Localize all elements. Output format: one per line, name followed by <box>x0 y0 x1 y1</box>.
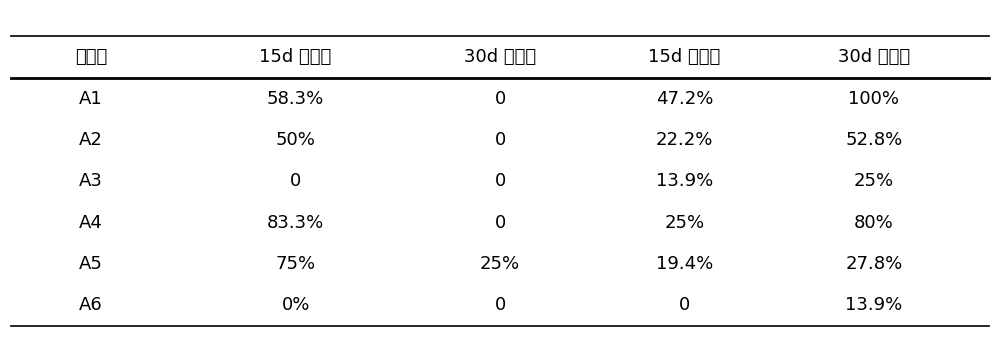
Text: 0: 0 <box>494 172 506 190</box>
Text: 50%: 50% <box>276 131 316 149</box>
Text: A5: A5 <box>79 255 103 273</box>
Text: 80%: 80% <box>854 214 894 232</box>
Text: 19.4%: 19.4% <box>656 255 713 273</box>
Text: 25%: 25% <box>854 172 894 190</box>
Text: 15d 萌发率: 15d 萌发率 <box>259 49 332 66</box>
Text: 0%: 0% <box>281 296 310 314</box>
Text: 0: 0 <box>290 172 301 190</box>
Text: A3: A3 <box>79 172 103 190</box>
Text: 0: 0 <box>494 296 506 314</box>
Text: A1: A1 <box>79 90 103 108</box>
Text: 15d 污染率: 15d 污染率 <box>648 49 721 66</box>
Text: 30d 污染率: 30d 污染率 <box>838 49 910 66</box>
Text: 25%: 25% <box>480 255 520 273</box>
Text: 22.2%: 22.2% <box>656 131 713 149</box>
Text: 27.8%: 27.8% <box>845 255 903 273</box>
Text: 0: 0 <box>494 214 506 232</box>
Text: 52.8%: 52.8% <box>845 131 903 149</box>
Text: 0: 0 <box>494 90 506 108</box>
Text: 13.9%: 13.9% <box>656 172 713 190</box>
Text: 58.3%: 58.3% <box>267 90 324 108</box>
Text: A6: A6 <box>79 296 103 314</box>
Text: 0: 0 <box>679 296 690 314</box>
Text: A2: A2 <box>79 131 103 149</box>
Text: A4: A4 <box>79 214 103 232</box>
Text: 0: 0 <box>494 131 506 149</box>
Text: 30d 生根率: 30d 生根率 <box>464 49 536 66</box>
Text: 25%: 25% <box>664 214 705 232</box>
Text: 13.9%: 13.9% <box>845 296 903 314</box>
Text: 实验组: 实验组 <box>75 49 107 66</box>
Text: 83.3%: 83.3% <box>267 214 324 232</box>
Text: 75%: 75% <box>276 255 316 273</box>
Text: 100%: 100% <box>848 90 899 108</box>
Text: 47.2%: 47.2% <box>656 90 713 108</box>
